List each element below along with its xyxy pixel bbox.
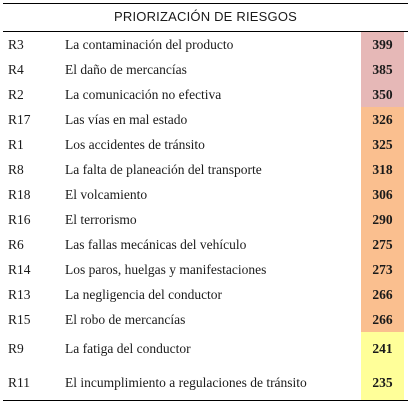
table-row: R17 Las vías en mal estado 326	[3, 107, 408, 132]
risk-score-cell: 273	[361, 257, 404, 282]
risk-score-cell: 241	[361, 332, 404, 366]
risk-score-cell: 306	[361, 182, 404, 207]
risk-id-cell: R9	[8, 341, 24, 356]
table-row: R15 El robo de mercancías 266	[3, 307, 408, 332]
risk-description-cell: Las vías en mal estado	[65, 112, 188, 127]
risk-id-cell: R8	[8, 162, 24, 177]
risk-id-cell: R11	[8, 375, 31, 390]
risk-description-cell: La comunicación no efectiva	[65, 87, 222, 102]
risk-score-cell: 275	[361, 232, 404, 257]
table-row: R18 El volcamiento 306	[3, 182, 408, 207]
risk-score-cell: 266	[361, 307, 404, 332]
table-row: R6 Las fallas mecánicas del vehículo 275	[3, 232, 408, 257]
table-row: R16 El terrorismo 290	[3, 207, 408, 232]
risk-prioritization-table: PRIORIZACIÓN DE RIESGOS R3 La contaminaci…	[3, 3, 408, 401]
table-row: R13 La negligencia del conductor 266	[3, 282, 408, 307]
risk-id-cell: R3	[8, 37, 24, 52]
table-row: R9 La fatiga del conductor 241	[3, 332, 408, 366]
risk-score-cell: 290	[361, 207, 404, 232]
table-row: R1 Los accidentes de tránsito 325	[3, 132, 408, 157]
risk-score-cell: 318	[361, 157, 404, 182]
risk-description-cell: El terrorismo	[65, 212, 137, 227]
table-body: R3 La contaminación del producto 399 R4 El d…	[3, 32, 408, 401]
risk-score-cell: 326	[361, 107, 404, 132]
risk-score-cell: 266	[361, 282, 404, 307]
risk-description-cell: El volcamiento	[65, 187, 148, 202]
risk-id-cell: R4	[8, 62, 24, 77]
risk-id-cell: R15	[8, 312, 31, 327]
risk-score-cell: 325	[361, 132, 404, 157]
risk-id-cell: R1	[8, 137, 24, 152]
risk-description-cell: El daño de mercancías	[65, 62, 187, 77]
risk-score-cell: 235	[361, 366, 404, 400]
risk-description-cell: La fatiga del conductor	[65, 341, 191, 356]
table-header: PRIORIZACIÓN DE RIESGOS	[3, 3, 408, 32]
risk-id-cell: R16	[8, 212, 31, 227]
risk-description-cell: Los paros, huelgas y manifestaciones	[65, 262, 267, 277]
risk-id-cell: R2	[8, 87, 24, 102]
risk-score-cell: 385	[361, 57, 404, 82]
table-title: PRIORIZACIÓN DE RIESGOS	[113, 9, 297, 24]
table-row: R3 La contaminación del producto 399	[3, 32, 408, 57]
risk-description-cell: La negligencia del conductor	[65, 287, 223, 302]
table-bottom-rule	[3, 400, 408, 401]
risk-score-cell: 399	[361, 32, 404, 57]
risk-description-cell: Las fallas mecánicas del vehículo	[65, 237, 247, 252]
risk-id-cell: R18	[8, 187, 31, 202]
risk-id-cell: R13	[8, 287, 31, 302]
risk-description-cell: Los accidentes de tránsito	[65, 137, 205, 152]
table-row: R2 La comunicación no efectiva 350	[3, 82, 408, 107]
table-row: R4 El daño de mercancías 385	[3, 57, 408, 82]
table-row: R11 El incumplimiento a regulaciones de t…	[3, 366, 408, 401]
risk-score-cell: 350	[361, 82, 404, 107]
risk-id-cell: R6	[8, 237, 24, 252]
risk-id-cell: R17	[8, 112, 31, 127]
risk-id-cell: R14	[8, 262, 31, 277]
risk-description-cell: La falta de planeación del transporte	[65, 162, 262, 177]
table-row: R8 La falta de planeación del transporte 3…	[3, 157, 408, 182]
risk-description-cell: El robo de mercancías	[65, 312, 186, 327]
risk-description-cell: El incumplimiento a regulaciones de trán…	[65, 375, 307, 390]
risk-description-cell: La contaminación del producto	[65, 37, 234, 52]
table-row: R14 Los paros, huelgas y manifestaciones 2…	[3, 257, 408, 282]
